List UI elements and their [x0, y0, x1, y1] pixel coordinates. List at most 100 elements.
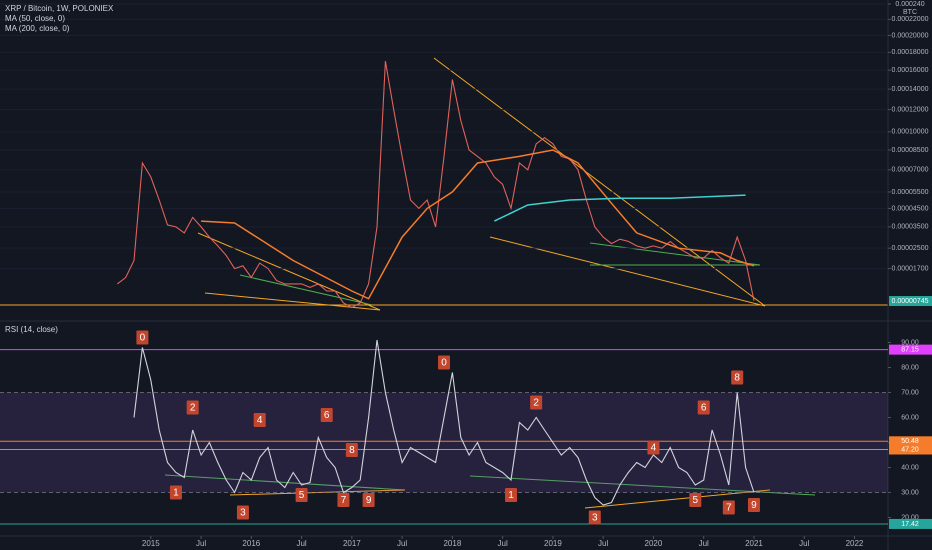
count-label: 6: [701, 403, 707, 414]
y-tick-label: 70.00: [901, 389, 919, 396]
level-label: 17.42: [901, 521, 919, 528]
series-line: [493, 194, 746, 222]
count-label: 7: [726, 503, 732, 514]
trendline: [589, 242, 761, 266]
y-tick-label: 0.00018000: [892, 49, 929, 56]
count-label-box: [253, 413, 266, 427]
y-tick-label: 60.00: [901, 414, 919, 421]
series-line: [133, 339, 755, 506]
count-label-box: [186, 400, 199, 415]
count-label: 9: [366, 495, 372, 506]
level-badge: [889, 436, 932, 447]
count-label: 9: [751, 500, 757, 511]
count-label-box: [345, 443, 358, 457]
legend-entry: XRP / Bitcoin, 1W, POLONIEX: [5, 4, 114, 13]
count-label: 2: [533, 398, 539, 409]
count-label: 1: [173, 488, 179, 499]
trendline: [239, 274, 373, 306]
y-tick-label: 0.00012000: [892, 106, 929, 113]
y-tick-label: 90.00: [901, 339, 919, 346]
y-tick-label: 0.00016000: [892, 67, 929, 74]
x-tick-label: 2022: [846, 539, 864, 548]
count-label-box: [731, 370, 744, 385]
x-tick-label: 2018: [443, 539, 461, 548]
x-tick-label: Jul: [498, 539, 508, 548]
count-label-box: [689, 493, 702, 507]
y-tick-label: 0.00001700: [892, 265, 929, 272]
y-tick-label: 0.00005500: [892, 189, 929, 196]
rsi-trendline: [164, 474, 406, 491]
y-tick-label: 0.00020000: [892, 32, 929, 39]
last-value-badge: [889, 296, 932, 307]
x-tick-label: Jul: [196, 539, 206, 548]
y-tick-label: 30.00: [901, 489, 919, 496]
count-label-box: [647, 440, 660, 455]
count-label-box: [362, 493, 375, 507]
rsi-band: [0, 392, 888, 493]
count-label: 8: [349, 445, 355, 456]
rsi-trendline: [469, 475, 816, 496]
y-tick-label: 0.00014000: [892, 86, 929, 93]
count-label-box: [505, 488, 518, 502]
last-value-label: 0.00000745: [892, 298, 929, 305]
count-label-box: [530, 395, 543, 410]
x-tick-label: Jul: [699, 539, 709, 548]
y-tick-label: 20.00: [901, 514, 919, 521]
level-label: 87.15: [901, 346, 919, 353]
count-label: 7: [341, 495, 347, 506]
y-tick-label: 0.00007000: [892, 167, 929, 174]
y-tick-label: 0.00022000: [892, 16, 929, 23]
unit-label: BTC: [903, 9, 917, 16]
count-label-box: [337, 493, 350, 507]
legend-entry: MA (200, close, 0): [5, 24, 70, 33]
count-label: 6: [324, 410, 330, 421]
y-tick-label: 40.00: [901, 464, 919, 471]
legend-entry: MA (50, close, 0): [5, 14, 65, 23]
count-label-box: [295, 488, 308, 502]
level-badge: [889, 444, 932, 455]
x-tick-label: 2021: [745, 539, 763, 548]
count-label-box: [136, 330, 149, 345]
count-label: 3: [592, 513, 598, 524]
count-label-box: [697, 400, 710, 415]
x-tick-label: Jul: [799, 539, 809, 548]
count-label-box: [438, 355, 450, 370]
series-line: [201, 149, 755, 300]
y-tick-label: 80.00: [901, 364, 919, 371]
count-label-box: [236, 505, 249, 520]
y-tick-label: 0.00004500: [892, 205, 929, 212]
count-label-box: [747, 498, 760, 512]
count-label: 0: [140, 333, 146, 344]
x-tick-label: 2020: [645, 539, 663, 548]
x-tick-label: 2016: [242, 539, 260, 548]
x-tick-label: Jul: [598, 539, 608, 548]
count-label: 5: [693, 495, 699, 506]
x-tick-label: 2015: [142, 539, 160, 548]
count-label: 3: [240, 508, 246, 519]
level-label: 47.20: [901, 446, 919, 453]
count-label: 2: [190, 403, 196, 414]
x-tick-label: Jul: [397, 539, 407, 548]
count-label: 4: [257, 415, 263, 426]
y-tick-label: 0.000240: [895, 1, 924, 8]
count-label: 4: [651, 443, 657, 454]
y-tick-label: 0.00010000: [892, 129, 929, 136]
level-label: 50.48: [901, 438, 919, 445]
count-label-box: [320, 408, 333, 422]
x-tick-label: Jul: [296, 539, 306, 548]
rsi-trendline: [584, 489, 771, 509]
count-label: 1: [508, 490, 514, 501]
y-tick-label: 0.00002500: [892, 245, 929, 252]
level-badge: [889, 518, 932, 529]
count-label-box: [588, 510, 601, 525]
legend-entry: RSI (14, close): [5, 325, 58, 334]
trendline: [197, 232, 381, 311]
y-tick-label: 0.00008500: [892, 147, 929, 154]
series-line: [116, 61, 755, 309]
count-label-box: [722, 500, 735, 515]
x-tick-label: 2019: [544, 539, 562, 548]
count-label: 8: [734, 373, 740, 384]
x-tick-label: 2017: [343, 539, 361, 548]
